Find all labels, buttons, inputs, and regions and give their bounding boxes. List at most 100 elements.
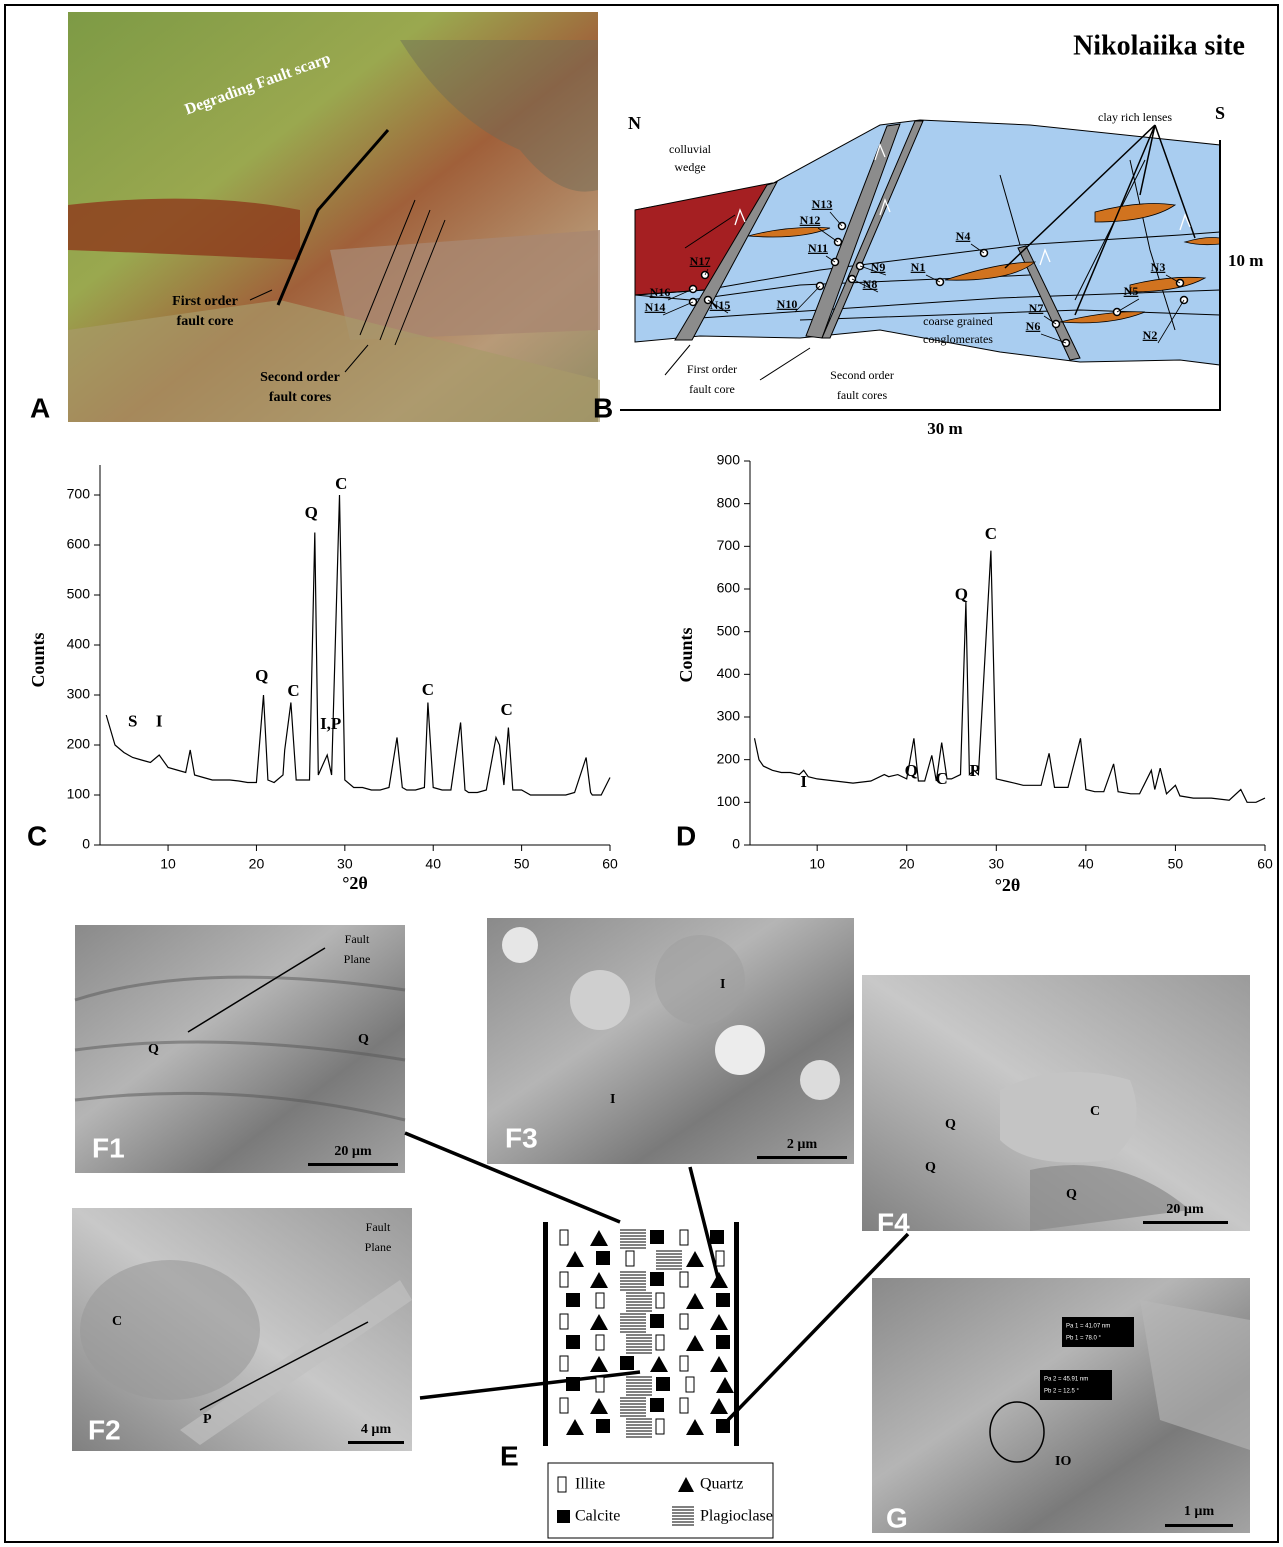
scale-bar: 2 µm xyxy=(787,1137,818,1152)
photo-label: First order xyxy=(172,294,238,309)
illite-symbol xyxy=(560,1398,568,1413)
sample-label: N15 xyxy=(710,298,731,312)
illite-symbol xyxy=(680,1272,688,1287)
quartz-symbol xyxy=(590,1314,608,1330)
calcite-symbol xyxy=(650,1230,664,1244)
x-tick-label: 20 xyxy=(899,856,915,872)
sample-label: N17 xyxy=(690,254,711,268)
illite-symbol xyxy=(626,1251,634,1266)
measurement: Pb 2 = 12.5 ° xyxy=(1044,1389,1080,1395)
peak-label: P xyxy=(970,761,980,780)
illite-symbol xyxy=(560,1230,568,1245)
sample-label: N9 xyxy=(871,260,886,274)
photo-label: Fault xyxy=(345,932,370,946)
panel-label: B xyxy=(593,392,613,423)
quartz-symbol xyxy=(710,1398,728,1414)
x-tick-label: 50 xyxy=(514,856,530,872)
unit-label: fault core xyxy=(689,382,735,396)
calcite-symbol xyxy=(566,1335,580,1349)
measurement: Pb 1 = 78.0 ° xyxy=(1066,1336,1102,1342)
unit-label: clay rich lenses xyxy=(1098,110,1172,124)
y-tick-label: 300 xyxy=(67,686,91,702)
mineral-column xyxy=(543,1222,739,1446)
illite-symbol xyxy=(560,1272,568,1287)
x-tick-label: 40 xyxy=(1078,856,1094,872)
panel-label: F4 xyxy=(877,1207,910,1238)
illite-symbol xyxy=(680,1314,688,1329)
y-tick-label: 900 xyxy=(717,452,741,468)
sample-label: N1 xyxy=(911,260,926,274)
sem-f4: Q Q C Q 20 µm F4 xyxy=(862,975,1250,1238)
sample-label: N12 xyxy=(800,213,821,227)
sample-label: N11 xyxy=(808,241,828,255)
compass: N xyxy=(628,113,641,133)
plagioclase-symbol xyxy=(626,1335,652,1353)
quartz-symbol xyxy=(710,1314,728,1330)
illite-symbol xyxy=(560,1356,568,1371)
calcite-symbol xyxy=(650,1398,664,1412)
quartz-symbol xyxy=(710,1272,728,1288)
scale-bar: 20 µm xyxy=(1166,1202,1204,1217)
mineral-label: C xyxy=(112,1314,122,1329)
calcite-symbol xyxy=(716,1335,730,1349)
peak-label: Q xyxy=(305,503,318,522)
mineral-label: Q xyxy=(1066,1187,1077,1202)
scale-bar: 4 µm xyxy=(361,1422,392,1437)
panel-label: F2 xyxy=(88,1414,121,1445)
calcite-symbol xyxy=(710,1230,724,1244)
sample-label: N13 xyxy=(812,197,833,211)
quartz-symbol xyxy=(566,1251,584,1267)
scale-bar: 1 µm xyxy=(1184,1504,1215,1519)
mineral-label: I xyxy=(610,1092,615,1107)
quartz-symbol xyxy=(686,1251,704,1267)
unit-label: conglomerates xyxy=(923,332,993,346)
x-tick-label: 30 xyxy=(337,856,353,872)
panel-label: A xyxy=(30,392,50,423)
sample-label: N16 xyxy=(650,285,671,299)
calcite-symbol xyxy=(596,1251,610,1265)
sem-f2: Fault Plane C P 4 µm F2 xyxy=(72,1208,412,1451)
illite-symbol xyxy=(716,1251,724,1266)
sample-label: N10 xyxy=(777,297,798,311)
unit-label: coarse grained xyxy=(923,314,993,328)
plagioclase-symbol xyxy=(626,1293,652,1311)
unit-label: First order xyxy=(687,362,737,376)
y-axis-label: Counts xyxy=(676,627,696,682)
measurement: Pa 2 = 45.91 nm xyxy=(1044,1377,1088,1383)
illite-symbol xyxy=(596,1377,604,1392)
quartz-symbol xyxy=(590,1398,608,1414)
panel-label: F3 xyxy=(505,1122,538,1153)
measurement: Pa 1 = 41.07 nm xyxy=(1066,1324,1110,1330)
sample-label: N5 xyxy=(1124,284,1139,298)
peak-label: C xyxy=(335,474,347,493)
illite-symbol xyxy=(560,1314,568,1329)
y-tick-label: 400 xyxy=(717,665,741,681)
photo-label: fault core xyxy=(177,314,234,329)
illite-symbol xyxy=(680,1398,688,1413)
illite-symbol xyxy=(656,1335,664,1350)
legend-label: Calcite xyxy=(575,1508,620,1525)
quartz-symbol xyxy=(590,1230,608,1246)
compass: S xyxy=(1215,103,1225,123)
sample-label: N4 xyxy=(956,229,971,243)
legend xyxy=(548,1463,773,1538)
calcite-symbol xyxy=(716,1419,730,1433)
plagioclase-symbol xyxy=(656,1251,682,1269)
peak-label: I,P xyxy=(320,714,341,733)
sem-f1: Fault Plane Q Q 20 µm F1 xyxy=(75,925,405,1173)
x-tick-label: 20 xyxy=(249,856,265,872)
peak-label: C xyxy=(936,769,948,788)
peak-label: I xyxy=(800,772,807,791)
mineral-label: C xyxy=(1090,1104,1100,1119)
x-tick-label: 10 xyxy=(160,856,176,872)
scale-label: 30 m xyxy=(927,419,962,438)
y-tick-label: 100 xyxy=(717,793,741,809)
mineral-label: Q xyxy=(945,1117,956,1132)
y-tick-label: 400 xyxy=(67,636,91,652)
scale-bar: 20 µm xyxy=(334,1144,372,1159)
illite-symbol xyxy=(680,1230,688,1245)
plagioclase-symbol xyxy=(620,1272,646,1290)
mineral-label: IO xyxy=(1055,1454,1071,1469)
plagioclase-symbol xyxy=(626,1419,652,1437)
sem-f3: I I 2 µm F3 xyxy=(487,918,854,1164)
